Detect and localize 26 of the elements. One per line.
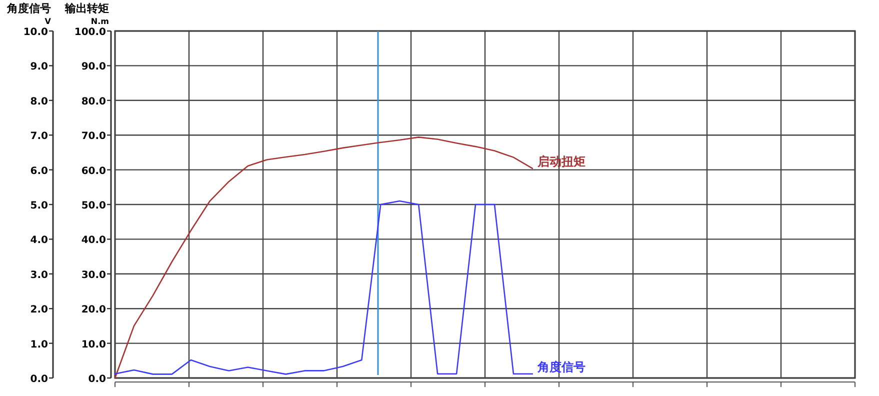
text: 7.0 xyxy=(30,131,48,142)
text: 100.0 xyxy=(74,27,106,38)
text: 4.0 xyxy=(30,235,48,246)
text: 0.0 xyxy=(30,374,48,385)
text: 30.0 xyxy=(81,270,106,281)
text: 60.0 xyxy=(81,166,106,177)
axis-unit: V xyxy=(44,17,51,26)
axis-unit: N.m xyxy=(90,17,109,26)
text: 20.0 xyxy=(81,304,106,316)
text: 80.0 xyxy=(81,96,106,108)
text: 9.0 xyxy=(30,62,48,73)
text: 3.0 xyxy=(30,270,48,281)
axis-title: 角度信号 xyxy=(7,2,51,15)
text: 90.0 xyxy=(81,62,106,73)
text: 0.0 xyxy=(88,374,106,385)
text: 6.0 xyxy=(30,166,48,177)
text: 5.0 xyxy=(30,200,48,212)
axis-title: 输出转矩 xyxy=(65,2,109,15)
text: 8.0 xyxy=(30,96,48,108)
text: 40.0 xyxy=(81,235,106,246)
text: 10.0 xyxy=(23,27,48,38)
text: 1.0 xyxy=(30,339,48,350)
text: 2.0 xyxy=(30,304,48,316)
text: 10.0 xyxy=(81,339,106,350)
text: 50.0 xyxy=(81,200,106,212)
text: 70.0 xyxy=(81,131,106,142)
